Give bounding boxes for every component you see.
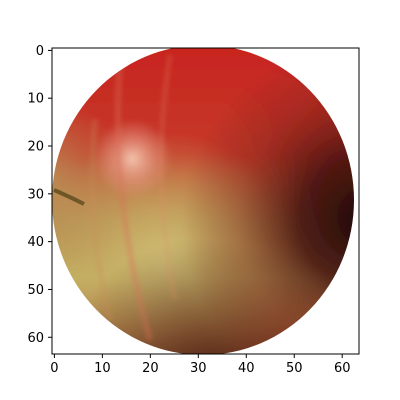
x-tick-label: 0: [50, 361, 58, 376]
x-tick-label: 10: [94, 361, 111, 376]
y-tick-label: 30: [27, 187, 44, 202]
y-tick-label: 0: [36, 44, 44, 59]
y-tick-label: 40: [27, 235, 44, 250]
x-tick-label: 20: [142, 361, 159, 376]
axes-frame: [51, 47, 360, 355]
y-tick-label: 60: [27, 331, 44, 346]
stem-mark: [53, 188, 85, 206]
apple-image: [52, 48, 354, 354]
x-tick-label: 50: [286, 361, 303, 376]
x-tick-label: 60: [334, 361, 351, 376]
x-tick-label: 30: [190, 361, 207, 376]
y-axis: 0 10 20 30 40 50 60: [27, 44, 52, 346]
y-tick-label: 50: [27, 283, 44, 298]
x-tick-label: 40: [238, 361, 255, 376]
x-axis: 0 10 20 30 40 50 60: [50, 354, 350, 376]
y-tick-label: 10: [27, 92, 44, 107]
y-tick-label: 20: [27, 140, 44, 155]
